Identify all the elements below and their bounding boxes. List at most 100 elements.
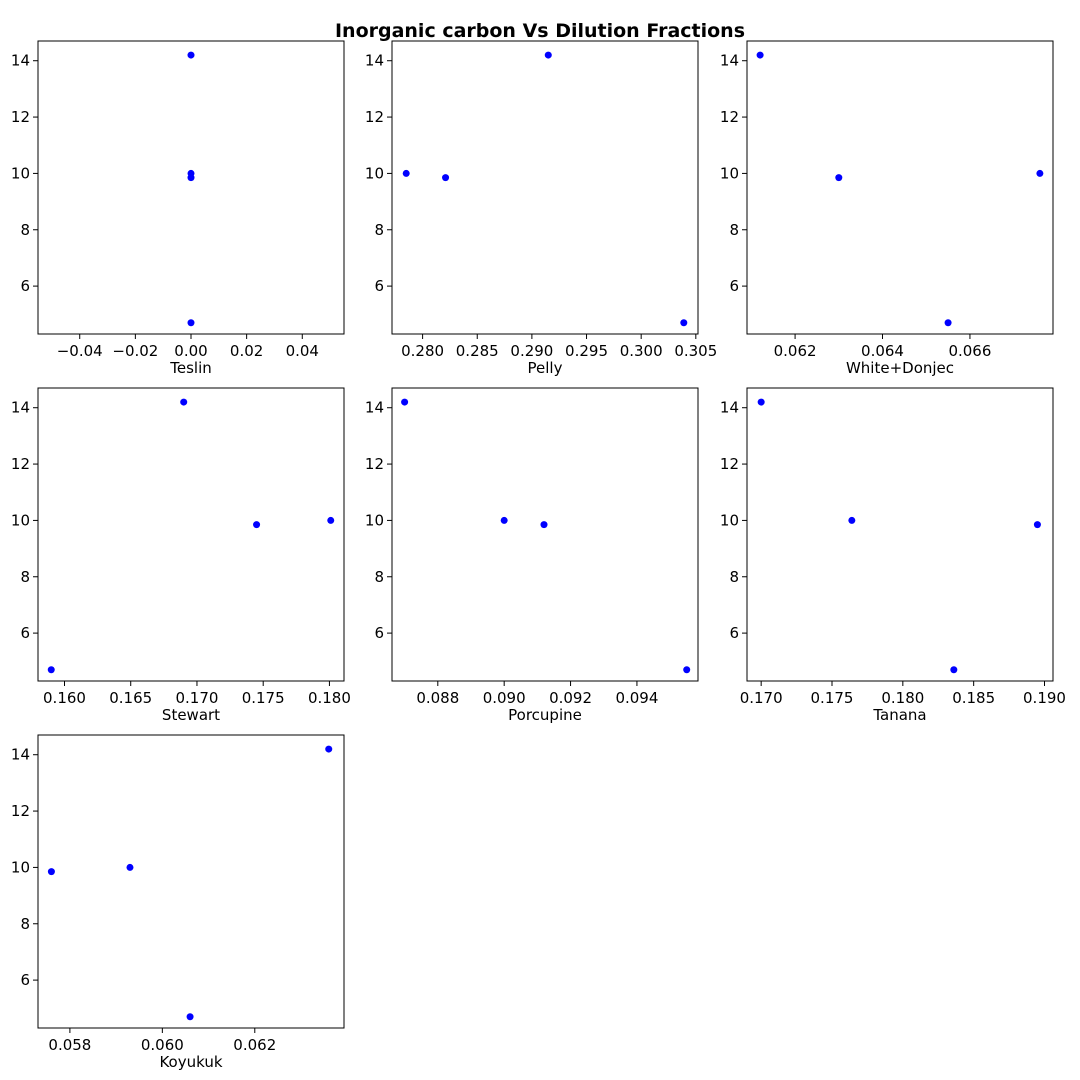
subplot-pelly: 0.280 0.285 0.290 0.295 0.300 0.305 6 8 10 12 14 Pe… <box>365 40 717 377</box>
plot-area <box>746 40 1054 335</box>
x-axis-label: Porcupine <box>508 706 582 724</box>
data-point <box>950 666 958 674</box>
x-axis-label: White+Donjec <box>846 359 954 377</box>
subplot-grid: −0.04 −0.02 0.00 0.02 0.04 6 8 10 12 14 Teslin 0.28… <box>11 40 1066 1071</box>
y-tick-label: 10 <box>11 164 30 182</box>
y-tick-label: 14 <box>365 52 384 70</box>
y-tick-label: 6 <box>729 277 739 295</box>
x-axis-label: Stewart <box>162 706 220 724</box>
data-point <box>47 868 55 876</box>
data-point <box>47 666 55 674</box>
x-tick-label: 0.170 <box>175 689 218 707</box>
x-tick-label: 0.090 <box>483 689 526 707</box>
y-tick-label: 6 <box>374 277 384 295</box>
y-tick-label: 8 <box>729 568 739 586</box>
x-tick-label: 0.180 <box>308 689 351 707</box>
subplot-tanana: 0.170 0.175 0.180 0.185 0.190 6 8 10 12 14 Tanana <box>720 387 1066 724</box>
y-tick-label: 6 <box>20 277 30 295</box>
y-tick-label: 14 <box>720 399 739 417</box>
x-tick-label: −0.02 <box>112 342 158 360</box>
x-tick-label: 0.088 <box>416 689 459 707</box>
y-tick-label: 8 <box>20 568 30 586</box>
x-tick-label: 0.170 <box>740 689 783 707</box>
subplot-koyukuk: 0.058 0.060 0.062 6 8 10 12 14 Koyukuk <box>11 734 345 1071</box>
x-tick-label: 0.04 <box>286 342 319 360</box>
data-point <box>540 521 548 529</box>
x-tick-label: 0.300 <box>620 342 663 360</box>
x-tick-label: 0.02 <box>230 342 263 360</box>
y-tick-label: 10 <box>365 164 384 182</box>
y-tick-label: 12 <box>11 455 30 473</box>
y-tick-label: 12 <box>365 455 384 473</box>
data-point <box>187 319 195 327</box>
data-point <box>1036 169 1044 177</box>
y-tick-label: 6 <box>374 624 384 642</box>
y-tick-label: 10 <box>720 511 739 529</box>
plot-area <box>391 387 699 682</box>
y-tick-label: 10 <box>11 511 30 529</box>
subplot-teslin: −0.04 −0.02 0.00 0.02 0.04 6 8 10 12 14 Teslin <box>11 40 345 377</box>
x-tick-label: 0.062 <box>233 1036 276 1054</box>
data-point <box>544 51 552 59</box>
y-tick-label: 12 <box>720 108 739 126</box>
y-tick-label: 10 <box>720 164 739 182</box>
x-tick-label: 0.165 <box>109 689 152 707</box>
x-tick-label: 0.290 <box>510 342 553 360</box>
data-point <box>835 174 843 182</box>
y-tick-label: 14 <box>365 399 384 417</box>
y-tick-label: 10 <box>365 511 384 529</box>
data-point <box>1033 521 1041 529</box>
data-point <box>187 51 195 59</box>
x-tick-label: 0.280 <box>401 342 444 360</box>
y-tick-label: 6 <box>729 624 739 642</box>
data-point <box>186 1013 194 1021</box>
x-axis-label: Teslin <box>169 359 212 377</box>
y-tick-label: 12 <box>720 455 739 473</box>
y-tick-label: 14 <box>11 52 30 70</box>
x-tick-label: 0.064 <box>861 342 904 360</box>
x-tick-label: 0.190 <box>1023 689 1066 707</box>
data-point <box>325 745 333 753</box>
x-tick-label: 0.062 <box>774 342 817 360</box>
data-point <box>944 319 952 327</box>
y-tick-label: 14 <box>11 399 30 417</box>
data-point <box>126 863 134 871</box>
x-axis-label: Koyukuk <box>159 1053 222 1071</box>
y-tick-label: 8 <box>20 221 30 239</box>
x-tick-label: 0.066 <box>948 342 991 360</box>
x-tick-label: 0.285 <box>456 342 499 360</box>
subplot-porcupine: 0.088 0.090 0.092 0.094 6 8 10 12 14 Porcupine <box>365 387 699 724</box>
data-point <box>680 319 688 327</box>
y-tick-label: 10 <box>11 858 30 876</box>
data-point <box>187 174 195 182</box>
plot-area <box>391 40 699 335</box>
y-tick-label: 8 <box>374 221 384 239</box>
x-axis-label: Pelly <box>528 359 563 377</box>
subplot-stewart: 0.160 0.165 0.170 0.175 0.180 6 8 10 12 14 Stewart <box>11 387 351 724</box>
data-point <box>756 51 764 59</box>
x-tick-label: 0.180 <box>881 689 924 707</box>
plot-area <box>37 40 345 335</box>
y-tick-label: 14 <box>11 746 30 764</box>
figure-title: Inorganic carbon Vs Dilution Fractions <box>335 20 745 42</box>
data-point <box>848 516 856 524</box>
y-tick-label: 6 <box>20 624 30 642</box>
y-tick-label: 12 <box>11 108 30 126</box>
y-tick-label: 6 <box>20 971 30 989</box>
x-axis-label: Tanana <box>872 706 926 724</box>
y-tick-label: 8 <box>20 915 30 933</box>
data-point <box>442 174 450 182</box>
data-point <box>402 169 410 177</box>
x-tick-label: 0.295 <box>565 342 608 360</box>
x-tick-label: 0.160 <box>43 689 86 707</box>
data-point <box>253 521 261 529</box>
x-tick-label: 0.175 <box>242 689 285 707</box>
y-tick-label: 14 <box>720 52 739 70</box>
plot-area <box>37 387 345 682</box>
x-tick-label: 0.185 <box>952 689 995 707</box>
data-point <box>757 398 765 406</box>
y-tick-label: 8 <box>374 568 384 586</box>
x-tick-label: 0.00 <box>174 342 207 360</box>
x-tick-label: 0.058 <box>48 1036 91 1054</box>
